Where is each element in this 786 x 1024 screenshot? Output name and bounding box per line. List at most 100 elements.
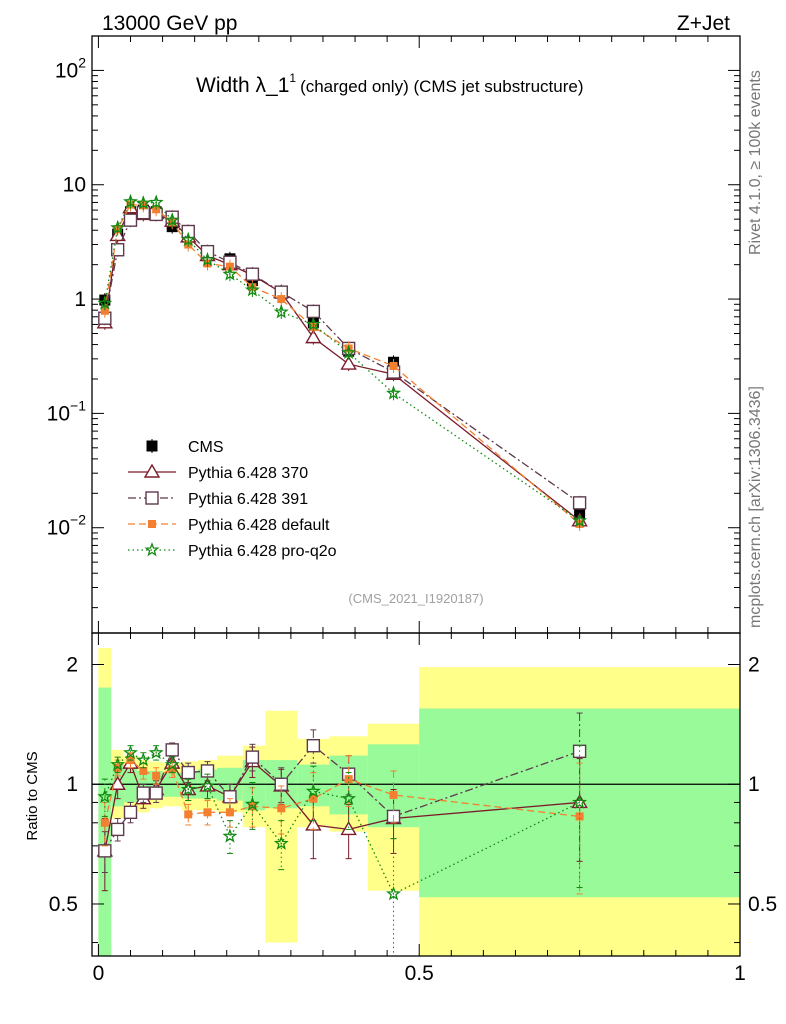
ratio-point-1-6 [181,765,195,780]
ratio-point-0-12 [340,821,357,836]
main-point-4-13 [386,385,402,400]
main-point-2-11 [306,304,321,319]
main-point-4-3 [135,195,151,210]
ratio-point-2-6 [184,810,193,819]
ratio-band-green-9 [242,760,266,811]
main-ytick-exp-3: −1 [70,397,86,413]
main-series-line-1 [104,206,581,522]
ratio-point-2-5 [168,765,177,774]
main-series-group [96,193,588,531]
main-point-3-13 [389,361,398,370]
legend-label-3: Pythia 6.428 default [188,517,330,534]
ratio-series-2 [100,752,584,895]
ratio-point-2-14 [575,812,584,821]
process-label: Z+Jet [677,12,730,35]
ratio-point-3-1 [110,756,126,771]
main-point-4-0 [97,295,113,310]
main-series-2 [98,205,587,510]
ratio-point-3-11 [305,783,321,798]
main-series-4 [97,193,588,528]
main-point-4-12 [341,344,357,359]
ratio-point-0-11 [305,816,322,831]
ratio-series-line-3 [104,751,580,895]
main-series-line-2 [104,211,580,504]
main-point-1-11 [305,329,322,344]
main-ytick-base-3: 10 [47,402,70,425]
legend: CMS Pythia 6.428 370 Pythia 6.428 391 Pythi… [128,439,337,560]
ratio-point-2-7 [203,808,212,817]
ratio-series-line-2 [104,759,580,823]
ratio-point-3-3 [135,752,151,767]
main-ytick-exp-0: 2 [78,54,86,70]
ratio-ytick-label-right-1: 1 [748,773,760,796]
main-point-4-7 [200,252,215,267]
ratio-ytick-label-right-0: 0.5 [748,893,777,916]
ratio-point-3-6 [180,781,196,796]
main-ytick-label-1: 10 [63,174,86,197]
main-point-2-14 [572,496,587,510]
main-point-4-1 [110,219,126,235]
ratio-point-3-12 [341,790,357,805]
main-point-2-2 [123,213,138,227]
ratio-xtick-label-2: 1 [734,962,746,985]
main-point-2-9 [245,267,260,281]
ratio-point-1-3 [136,786,151,800]
main-point-3-10 [277,295,286,304]
ratio-ylabel: Ratio to CMS [24,751,41,840]
legend-marker-1 [143,463,161,478]
main-ytick-label-4: 10−2 [47,512,87,540]
main-series-line-4 [104,201,580,522]
main-series-1 [96,199,588,528]
main-point-4-14 [572,512,588,528]
ratio-point-3-0 [97,788,113,804]
legend-marker-3 [148,520,156,528]
ratio-ytick-label-2: 2 [66,653,78,676]
analysis-label: (CMS_2021_I1920187) [348,591,483,606]
ratio-point-2-3 [139,766,148,775]
ratio-point-1-4 [149,786,163,800]
legend-marker-0 [146,440,158,452]
main-ytick-exp-4: −2 [70,512,86,528]
plot-title-sup: 1 [289,71,296,85]
ratio-ytick-label-0: 0.5 [49,893,78,916]
legend-label-1: Pythia 6.428 370 [188,465,308,482]
ratio-point-1-2 [123,805,138,820]
ratio-point-3-2 [123,744,138,760]
ratio-uncertainty-bands [92,648,740,956]
main-ytick-base-0: 10 [55,59,78,82]
ratio-frame [91,632,741,957]
plot-title: Width λ_11 (charged only) (CMS jet substr… [196,71,584,97]
ratio-point-1-5 [165,743,179,757]
ratio-point-3-14 [572,794,588,809]
ratio-point-0-7 [199,777,216,792]
ratio-point-3-13 [386,885,402,901]
ratio-series-3 [97,744,588,957]
ratio-point-1-11 [306,738,321,753]
main-ytick-base-4: 10 [47,517,70,540]
ratio-ytick-label-1: 1 [66,773,78,796]
main-ytick-label-2: 1 [74,288,86,311]
legend-marker-4 [144,542,160,557]
ratio-point-2-10 [277,804,286,813]
main-series-0 [99,203,586,522]
ratio-point-3-10 [273,835,289,850]
main-point-1-12 [340,355,357,370]
ratio-series-group [96,712,588,957]
main-ytick-label-3: 10−1 [47,397,87,425]
main-point-4-8 [222,266,238,281]
main-ytick-base-2: 1 [74,288,86,311]
ratio-series-1 [98,712,587,873]
ratio-point-2-13 [389,790,398,799]
mcplots-label: mcplots.cern.ch [arXiv:1306.3436] [747,386,764,628]
main-series-line-3 [104,203,581,525]
energy-label: 13000 GeV pp [102,12,237,35]
main-point-4-5 [164,212,180,227]
legend-label-0: CMS [188,439,224,456]
ratio-point-2-8 [225,808,234,817]
legend-label-2: Pythia 6.428 391 [188,491,308,508]
ratio-point-2-4 [152,771,161,780]
main-point-2-1 [110,243,125,257]
ratio-point-3-7 [200,778,215,793]
